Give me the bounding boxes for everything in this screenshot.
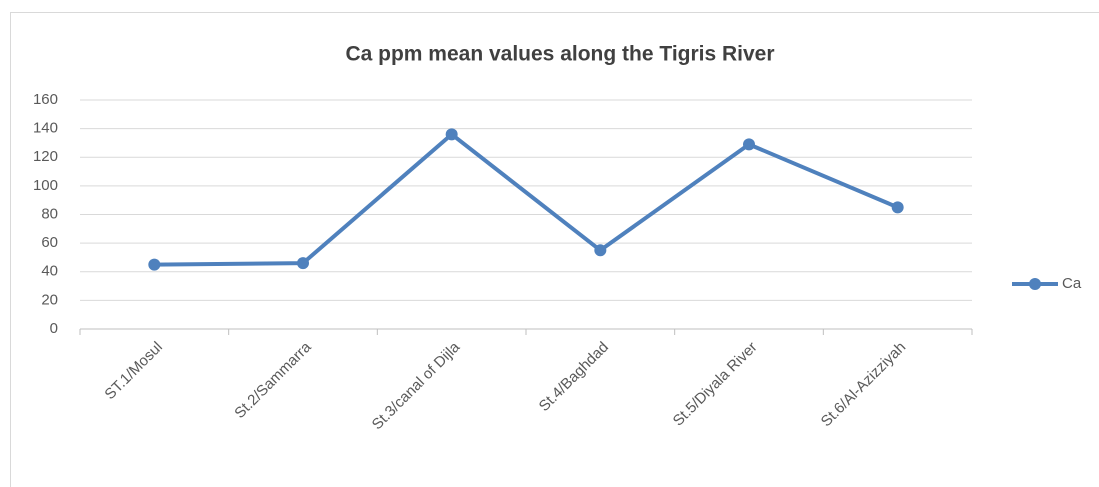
x-tick-label: St.2/Sammarra: [231, 338, 315, 422]
data-point: [891, 201, 904, 214]
y-tick-label: 20: [41, 291, 58, 308]
y-tick-label: 140: [33, 120, 58, 137]
chart-title: Ca ppm mean values along the Tigris Rive…: [345, 43, 774, 66]
x-tick-label: St.4/Baghdad: [536, 339, 612, 415]
y-tick-label: 160: [33, 91, 58, 108]
data-point: [594, 244, 607, 257]
y-tick-label: 80: [41, 205, 58, 222]
legend-label: Ca: [1062, 275, 1082, 292]
data-point: [148, 258, 161, 271]
x-tick-label: St.3/canal of Dijla: [369, 338, 464, 433]
x-tick-label: St.6/Al-Azizziyah: [818, 339, 910, 431]
y-tick-label: 120: [33, 148, 58, 165]
y-tick-label: 60: [41, 234, 58, 251]
data-point: [445, 128, 458, 141]
x-tick-label: St.5/Diyala River: [670, 339, 761, 430]
y-tick-label: 100: [33, 177, 58, 194]
series-line: [154, 132, 899, 267]
data-point: [297, 257, 309, 270]
y-tick-label: 0: [50, 320, 58, 337]
legend-marker: [1029, 278, 1041, 290]
y-tick-label: 40: [41, 263, 58, 280]
data-point: [743, 138, 755, 151]
chart-frame: [10, 12, 1099, 487]
x-tick-label: ST.1/Mosul: [101, 339, 165, 403]
